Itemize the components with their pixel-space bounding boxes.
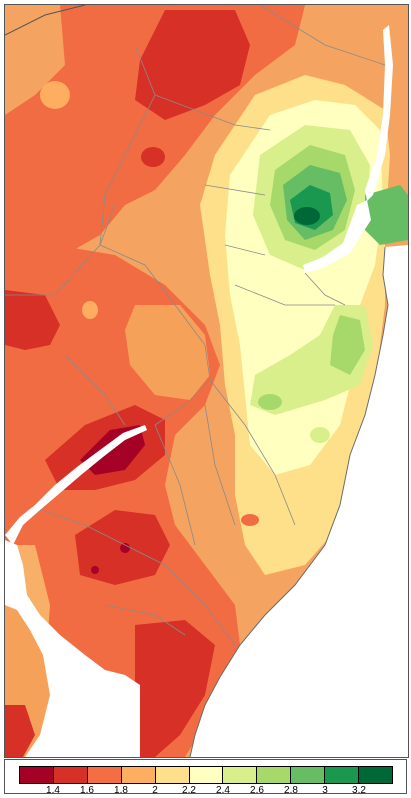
legend-tick-label: 3 bbox=[322, 785, 328, 796]
state-border bbox=[5, 5, 86, 36]
region-green-east-coast bbox=[365, 185, 408, 245]
legend-tick-label: 3.2 bbox=[352, 785, 366, 796]
region-green-max bbox=[294, 207, 320, 225]
legend-swatch bbox=[291, 767, 326, 783]
atlantic-ocean bbox=[190, 245, 408, 757]
upper-bay bbox=[303, 200, 371, 273]
region-darkred-spot-b bbox=[91, 566, 99, 574]
region-center-orange bbox=[125, 305, 210, 400]
delaware-land-redtip bbox=[5, 705, 35, 757]
legend-swatch bbox=[53, 767, 88, 783]
region-red-west bbox=[5, 290, 60, 350]
region-lightorange-se bbox=[241, 514, 259, 526]
county-boundaries bbox=[5, 5, 386, 646]
precipitation-map bbox=[4, 4, 409, 758]
legend-tick-label: 2.4 bbox=[216, 785, 230, 796]
legend-swatch bbox=[20, 767, 54, 783]
legend-swatch bbox=[189, 767, 224, 783]
legend-tick-label: 2.6 bbox=[250, 785, 264, 796]
colorbar bbox=[19, 766, 393, 784]
legend-tick-label: 2.2 bbox=[182, 785, 196, 796]
legend: 1.4 1.6 1.8 2 2.2 2.4 2.6 2.8 3 3.2 bbox=[4, 759, 407, 796]
region-green-central-mid bbox=[330, 315, 365, 375]
region-green-spot-b bbox=[310, 427, 330, 443]
region-red-southtip bbox=[130, 620, 215, 757]
coastline bbox=[189, 246, 389, 757]
region-darkred-spot-a bbox=[120, 543, 130, 553]
legend-swatch bbox=[121, 767, 156, 783]
map-canvas bbox=[5, 5, 408, 757]
region-lightorange-nw bbox=[40, 81, 70, 109]
legend-swatch bbox=[325, 767, 360, 783]
legend-tick-label: 1.4 bbox=[46, 785, 60, 796]
legend-swatch bbox=[87, 767, 122, 783]
legend-swatch bbox=[359, 767, 392, 783]
legend-tick-label: 2.8 bbox=[284, 785, 298, 796]
legend-swatch bbox=[155, 767, 190, 783]
legend-tick-label: 1.6 bbox=[80, 785, 94, 796]
legend-swatch bbox=[257, 767, 292, 783]
hudson-river bbox=[365, 25, 393, 201]
legend-swatch bbox=[223, 767, 258, 783]
region-green-spot-a bbox=[258, 394, 282, 410]
legend-tick-label: 1.8 bbox=[114, 785, 128, 796]
region-red-northwest bbox=[135, 10, 250, 120]
region-red-spot-a bbox=[141, 147, 165, 167]
region-lightorange-w bbox=[82, 301, 98, 319]
legend-tick-label: 2 bbox=[152, 785, 158, 796]
